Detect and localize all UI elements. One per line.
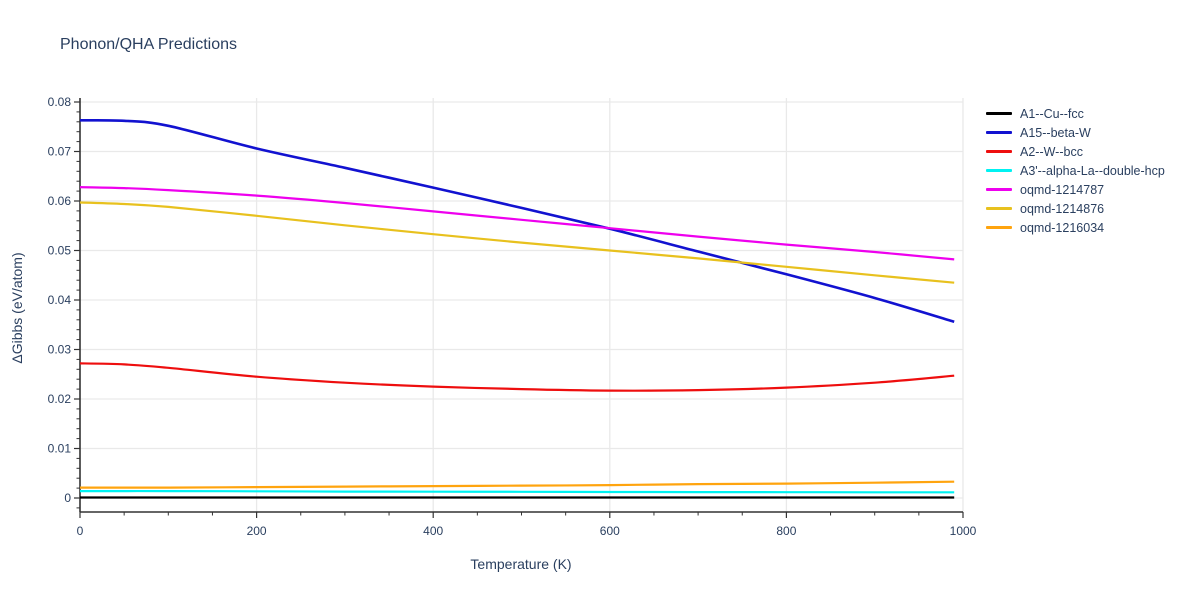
series-line-oqmd-1216034 xyxy=(80,480,955,489)
legend: A1--Cu--fcc A15--beta-W A2--W--bcc A3'--alp… xyxy=(986,104,1165,237)
series-line-A15--beta-W xyxy=(79,118,955,324)
legend-item-A3'--alpha-La--double-hcp[interactable]: A3'--alpha-La--double-hcp xyxy=(986,161,1165,180)
series-line-oqmd-1214787 xyxy=(79,186,955,261)
legend-line-swatch xyxy=(986,112,1012,115)
legend-item-label: oqmd-1216034 xyxy=(1020,220,1105,235)
legend-line-swatch xyxy=(986,150,1012,153)
y-tick-label: 0 xyxy=(64,491,71,505)
legend-line-swatch xyxy=(986,226,1012,229)
legend-item-A2--W--bcc[interactable]: A2--W--bcc xyxy=(986,142,1165,161)
y-tick-label: 0.06 xyxy=(48,194,72,208)
y-tick-label: 0.07 xyxy=(48,145,72,159)
x-tick-label: 0 xyxy=(77,524,84,538)
legend-item-A1--Cu--fcc[interactable]: A1--Cu--fcc xyxy=(986,104,1165,123)
y-axis-label: ΔGibbs (eV/atom) xyxy=(9,252,25,364)
legend-line-swatch xyxy=(986,131,1012,134)
x-tick-label: 600 xyxy=(600,524,620,538)
x-tick-label: 400 xyxy=(423,524,443,538)
legend-item-oqmd-1216034[interactable]: oqmd-1216034 xyxy=(986,218,1165,237)
y-tick-label: 0.08 xyxy=(48,95,72,109)
y-tick-label: 0.04 xyxy=(48,293,72,307)
legend-line-swatch xyxy=(986,188,1012,191)
legend-item-label: A1--Cu--fcc xyxy=(1020,106,1084,121)
chart-title: Phonon/QHA Predictions xyxy=(60,36,237,53)
legend-item-label: oqmd-1214876 xyxy=(1020,201,1105,216)
y-tick-label: 0.03 xyxy=(48,343,72,357)
x-axis-label: Temperature (K) xyxy=(470,556,572,572)
x-tick-label: 800 xyxy=(776,524,796,538)
legend-item-A15--beta-W[interactable]: A15--beta-W xyxy=(986,123,1165,142)
legend-item-label: A15--beta-W xyxy=(1020,125,1091,140)
legend-item-oqmd-1214787[interactable]: oqmd-1214787 xyxy=(986,180,1165,199)
legend-item-label: oqmd-1214787 xyxy=(1020,182,1105,197)
legend-item-oqmd-1214876[interactable]: oqmd-1214876 xyxy=(986,199,1165,218)
legend-item-label: A3'--alpha-La--double-hcp xyxy=(1020,163,1165,178)
x-tick-label: 1000 xyxy=(950,524,977,538)
legend-line-swatch xyxy=(986,169,1012,172)
y-tick-label: 0.01 xyxy=(48,442,72,456)
legend-item-label: A2--W--bcc xyxy=(1020,144,1083,159)
series-line-A2--W--bcc xyxy=(79,362,955,392)
x-tick-label: 200 xyxy=(247,524,267,538)
legend-line-swatch xyxy=(986,207,1012,210)
y-tick-label: 0.05 xyxy=(48,244,72,258)
series-line-A3'--alpha-La--double-hcp xyxy=(79,489,955,494)
series-line-oqmd-1214876 xyxy=(79,201,955,284)
y-tick-label: 0.02 xyxy=(48,392,72,406)
